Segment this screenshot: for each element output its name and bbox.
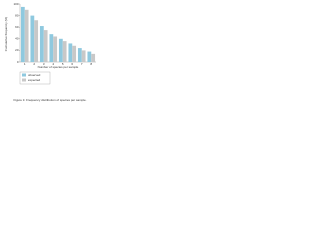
legend-label: expected [28, 78, 41, 82]
bar [91, 53, 96, 62]
bar [68, 43, 73, 62]
bar [20, 6, 25, 62]
bar [39, 26, 44, 62]
bar [77, 48, 82, 62]
x-axis-label: Number of species per sample [38, 65, 79, 69]
y-tick-label: 80 [15, 13, 19, 17]
bar [62, 41, 67, 62]
bar [30, 15, 35, 63]
y-tick-label: 40 [15, 37, 19, 41]
bar [49, 34, 54, 62]
bar [58, 38, 63, 62]
x-tick-label: 2 [33, 62, 35, 66]
bar [81, 50, 86, 62]
x-tick-label: 8 [90, 62, 92, 66]
bar [24, 9, 29, 63]
bar [87, 51, 92, 62]
bar [34, 20, 39, 63]
y-tick-label: 0 [17, 60, 19, 64]
y-tick-label: 100 [13, 2, 18, 6]
x-tick-label: 5 [62, 62, 64, 66]
x-tick-label: 1 [24, 62, 26, 66]
chart: Cumulative frequency (%) Number of speci… [4, 2, 96, 102]
bar [53, 36, 58, 62]
caption: Figure 3. Frequency distribution of spec… [13, 98, 86, 102]
x-tick-label: 3 [43, 62, 45, 66]
x-tick-label: 7 [81, 62, 83, 66]
legend-swatch [22, 73, 26, 77]
bar [43, 30, 48, 62]
y-tick-label: 20 [15, 48, 19, 52]
y-axis-label: Cumulative frequency (%) [4, 17, 8, 52]
x-tick-label: 4 [52, 62, 54, 66]
y-tick-label: 60 [15, 25, 19, 29]
bar [72, 45, 77, 62]
legend-label: observed [28, 73, 41, 77]
x-tick-label: 6 [71, 62, 73, 66]
legend-box [19, 71, 51, 85]
legend-swatch [22, 78, 26, 82]
